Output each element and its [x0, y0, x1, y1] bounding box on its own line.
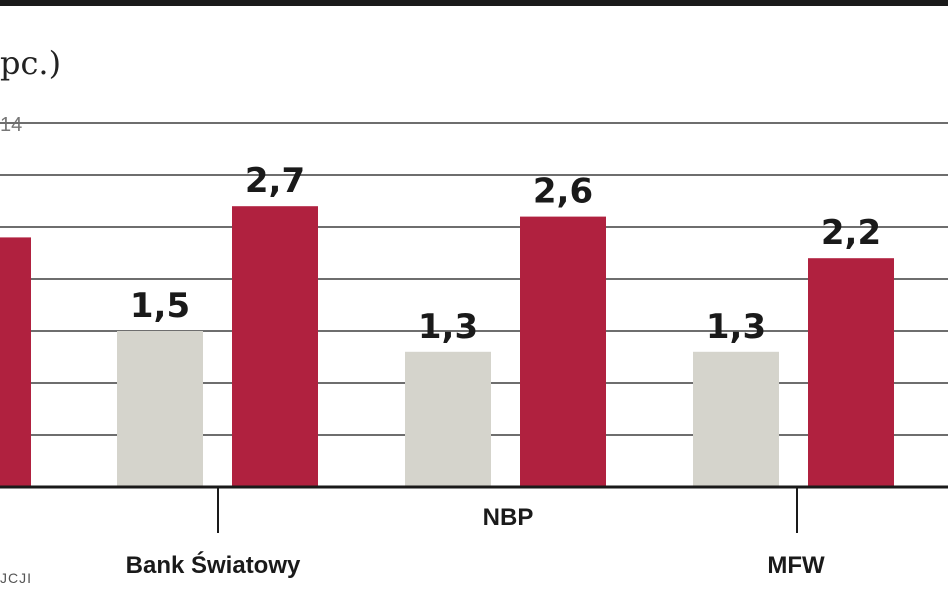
data-label: 2,7	[245, 161, 305, 201]
data-label: 1,3	[418, 307, 478, 347]
data-label: 1,5	[130, 286, 190, 326]
source-note: JCJI	[0, 570, 32, 586]
bar	[693, 351, 779, 487]
bar	[520, 216, 606, 487]
category-label: NBP	[483, 504, 534, 531]
chart-subtitle: 14	[0, 114, 23, 136]
data-label: 2,6	[533, 172, 593, 212]
bar	[0, 237, 31, 487]
bar	[405, 351, 491, 487]
bar	[808, 258, 894, 487]
category-label: Bank Światowy	[126, 551, 301, 579]
data-label: 1,3	[706, 307, 766, 347]
category-label: MFW	[767, 552, 825, 579]
data-label: 2,2	[821, 213, 881, 253]
chart-title: pc.)	[0, 44, 62, 82]
bar	[232, 206, 318, 487]
top-rule	[0, 0, 948, 6]
bar	[117, 331, 203, 487]
